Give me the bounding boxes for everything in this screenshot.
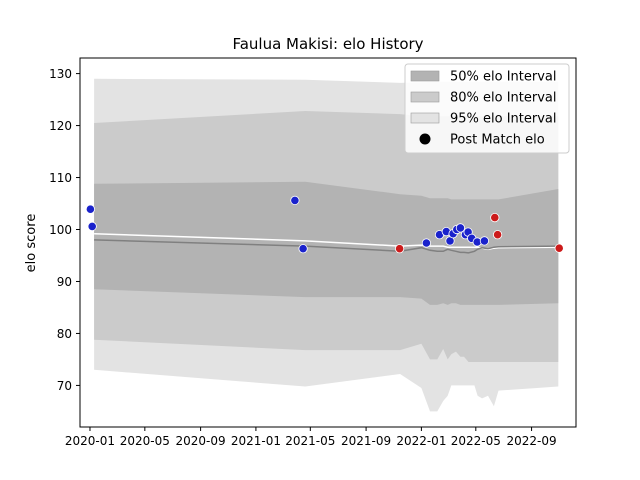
post-match-point [394,244,405,254]
legend-label: 80% elo Interval [450,91,557,106]
post-match-point [492,230,503,240]
legend-label: 95% elo Interval [450,112,557,127]
legend-label: Post Match elo [450,133,545,148]
y-axis: 70 80 90 100 110 120 130 [49,67,80,393]
post-match-point [87,221,97,231]
post-match-point [298,244,308,254]
y-tick-label: 130 [49,67,72,81]
y-tick-label: 100 [49,223,72,237]
post-match-point [290,195,300,205]
legend-items: 50% elo Interval 80% elo Interval 95% elo … [410,70,557,148]
median-line [94,239,559,254]
post-match-point [85,204,96,214]
interval-bands [94,78,559,412]
post-match-point [554,243,564,253]
x-tick-label: 2020-01 [65,434,115,448]
x-tick-label: 2022-01 [396,434,446,448]
y-tick-label: 110 [49,171,72,185]
x-tick-label: 2022-05 [451,434,501,448]
legend-marker [419,133,431,145]
post-match-points [85,195,564,254]
x-tick-label: 2021-01 [231,434,281,448]
chart-title: Faulua Makisi: elo History [232,35,423,53]
x-tick-label: 2020-09 [176,434,226,448]
y-tick-label: 90 [57,275,72,289]
legend-label: 50% elo Interval [450,70,557,85]
plot-frame [79,57,577,428]
legend-swatch [410,70,440,82]
x-tick-label: 2020-05 [120,434,170,448]
post-match-point [490,213,500,223]
x-tick-label: 2021-09 [341,434,391,448]
band-50 [94,181,559,305]
y-tick-label: 120 [49,119,72,133]
x-tick-label: 2021-05 [285,434,335,448]
y-tick-label: 70 [57,379,72,393]
post-match-point [421,238,431,248]
legend: 50% elo Interval 80% elo Interval 95% elo … [404,63,570,154]
x-axis: 2020-01 2020-05 2020-09 2021-01 2021-05 2021-… [65,427,557,448]
y-axis-label: elo score [24,214,39,273]
post-match-point [455,223,465,233]
post-match-point [479,236,489,246]
y-tick-label: 80 [57,327,72,341]
legend-swatch [410,91,440,103]
legend-swatch [410,112,440,124]
legend-frame [404,63,570,154]
x-tick-label: 2022-09 [506,434,556,448]
